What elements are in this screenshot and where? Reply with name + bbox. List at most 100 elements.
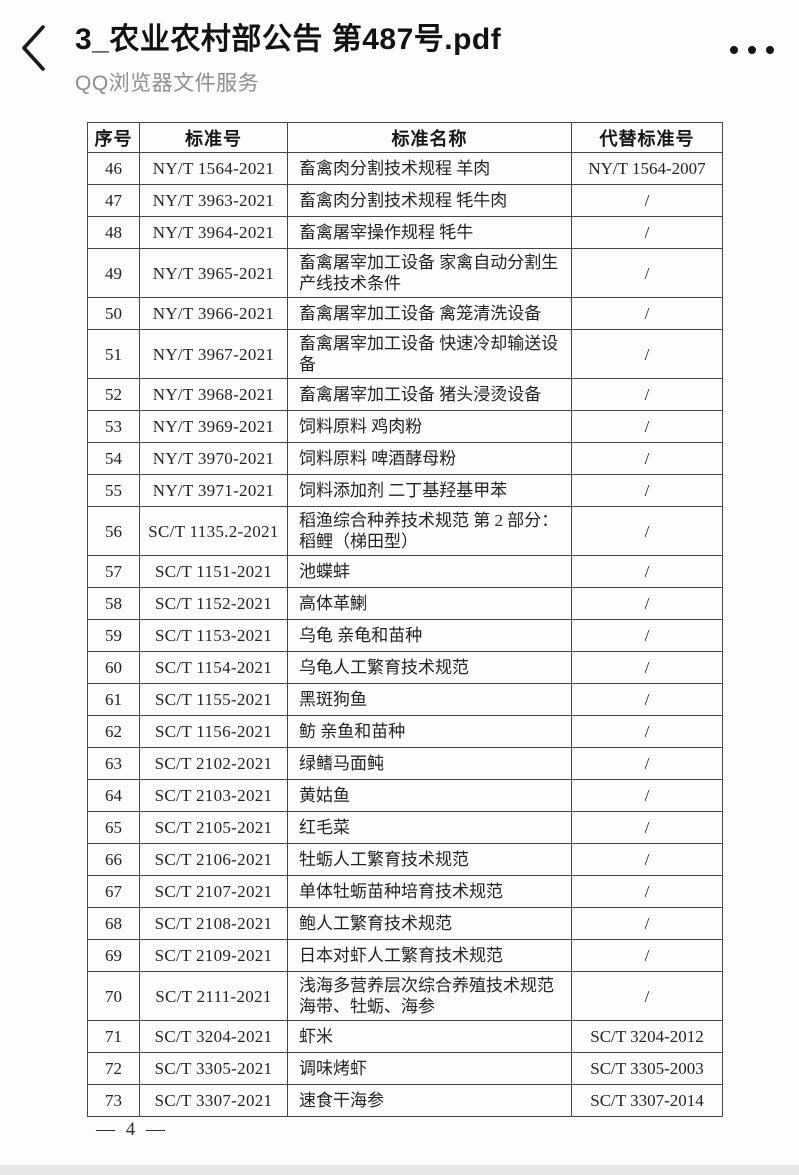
row-number: 66 [87,843,140,876]
row-number: 57 [87,555,140,588]
standard-number: SC/T 3204-2021 [139,1020,288,1053]
ellipsis-dot-icon [748,46,756,54]
standard-number: SC/T 1153-2021 [139,619,288,652]
standard-name: 乌龟 亲龟和苗种 [287,619,572,652]
standard-number: SC/T 2111-2021 [139,971,288,1021]
standard-name: 鲍人工繁育技术规范 [287,907,572,940]
standard-name: 浅海多营养层次综合养殖技术规范 海带、牡蛎、海参 [287,971,572,1021]
table-row: 71 SC/T 3204-2021 虾米 SC/T 3204-2012 [87,1020,723,1053]
standard-name: 畜禽屠宰加工设备 快速冷却输送设备 [287,329,572,379]
standard-name: 畜禽肉分割技术规程 羊肉 [287,152,572,185]
table-row: 52 NY/T 3968-2021 畜禽屠宰加工设备 猪头浸烫设备 / [87,378,723,411]
standard-name: 鲂 亲鱼和苗种 [287,715,572,748]
table-row: 58 SC/T 1152-2021 高体革鯻 / [87,587,723,620]
table-row: 69 SC/T 2109-2021 日本对虾人工繁育技术规范 / [87,939,723,972]
standard-number: SC/T 1155-2021 [139,683,288,716]
row-number: 55 [87,474,140,507]
standard-name: 高体革鯻 [287,587,572,620]
table-row: 67 SC/T 2107-2021 单体牡蛎苗种培育技术规范 / [87,875,723,908]
replaced-standard-number: / [571,779,723,812]
standard-number: SC/T 1156-2021 [139,715,288,748]
standard-name: 池蝶蚌 [287,555,572,588]
replaced-standard-number: / [571,184,723,217]
standard-name: 牡蛎人工繁育技术规范 [287,843,572,876]
table-row: 59 SC/T 1153-2021 乌龟 亲龟和苗种 / [87,619,723,652]
column-header-replaced-standard: 代替标准号 [571,122,723,153]
standard-number: SC/T 1152-2021 [139,587,288,620]
table-row: 68 SC/T 2108-2021 鲍人工繁育技术规范 / [87,907,723,940]
replaced-standard-number: / [571,216,723,249]
standard-number: SC/T 1151-2021 [139,555,288,588]
replaced-standard-number: / [571,555,723,588]
replaced-standard-number: SC/T 3204-2012 [571,1020,723,1053]
row-number: 49 [87,248,140,298]
standard-number: SC/T 2102-2021 [139,747,288,780]
row-number: 48 [87,216,140,249]
standard-name: 畜禽屠宰加工设备 禽笼清洗设备 [287,297,572,330]
replaced-standard-number: NY/T 1564-2007 [571,152,723,185]
row-number: 70 [87,971,140,1021]
row-number: 73 [87,1084,140,1117]
column-header-standard-name: 标准名称 [287,122,572,153]
replaced-standard-number: / [571,939,723,972]
table-row: 65 SC/T 2105-2021 红毛菜 / [87,811,723,844]
column-header-standard-number: 标准号 [139,122,288,153]
standard-name: 速食干海参 [287,1084,572,1117]
more-options-button[interactable] [719,28,785,72]
file-service-subtitle: QQ浏览器文件服务 [75,72,260,95]
row-number: 72 [87,1052,140,1085]
table-row: 62 SC/T 1156-2021 鲂 亲鱼和苗种 / [87,715,723,748]
standards-table: 序号 标准号 标准名称 代替标准号 46 NY/T 1564-2021 畜禽肉分割技… [87,122,723,1117]
standard-name: 绿鳍马面鲀 [287,747,572,780]
row-number: 58 [87,587,140,620]
page-title: 3_农业农村部公告 第487号.pdf [75,23,502,56]
back-button[interactable] [10,20,58,80]
table-row: 72 SC/T 3305-2021 调味烤虾 SC/T 3305-2003 [87,1052,723,1085]
standard-number: SC/T 2109-2021 [139,939,288,972]
replaced-standard-number: / [571,875,723,908]
row-number: 61 [87,683,140,716]
standard-name: 畜禽屠宰操作规程 牦牛 [287,216,572,249]
standard-name: 饲料原料 鸡肉粉 [287,410,572,443]
standard-number: NY/T 3969-2021 [139,410,288,443]
row-number: 69 [87,939,140,972]
replaced-standard-number: / [571,506,723,556]
table-header-row: 序号 标准号 标准名称 代替标准号 [87,122,723,153]
table-row: 57 SC/T 1151-2021 池蝶蚌 / [87,555,723,588]
standard-name: 饲料添加剂 二丁基羟基甲苯 [287,474,572,507]
document-title-block: 3_农业农村部公告 第487号.pdf QQ浏览器文件服务 [75,14,695,97]
table-body: 46 NY/T 1564-2021 畜禽肉分割技术规程 羊肉 NY/T 1564-20… [87,152,723,1117]
standard-number: SC/T 1135.2-2021 [139,506,288,556]
page-number-label: — 4 — [96,1119,168,1140]
standard-number: NY/T 3965-2021 [139,248,288,298]
standard-number: SC/T 3305-2021 [139,1052,288,1085]
row-number: 60 [87,651,140,684]
standard-name: 日本对虾人工繁育技术规范 [287,939,572,972]
replaced-standard-number: / [571,907,723,940]
replaced-standard-number: / [571,715,723,748]
replaced-standard-number: / [571,811,723,844]
row-number: 59 [87,619,140,652]
table-row: 49 NY/T 3965-2021 畜禽屠宰加工设备 家禽自动分割生产线技术条件 / [87,248,723,298]
column-header-index: 序号 [87,122,140,153]
standard-number: NY/T 3964-2021 [139,216,288,249]
standard-name: 单体牡蛎苗种培育技术规范 [287,875,572,908]
ellipsis-dot-icon [766,46,774,54]
table-row: 51 NY/T 3967-2021 畜禽屠宰加工设备 快速冷却输送设备 / [87,329,723,379]
row-number: 64 [87,779,140,812]
replaced-standard-number: / [571,587,723,620]
row-number: 51 [87,329,140,379]
row-number: 56 [87,506,140,556]
standard-number: SC/T 2107-2021 [139,875,288,908]
standard-number: SC/T 2105-2021 [139,811,288,844]
standard-number: SC/T 2108-2021 [139,907,288,940]
row-number: 62 [87,715,140,748]
standard-name: 调味烤虾 [287,1052,572,1085]
row-number: 71 [87,1020,140,1053]
replaced-standard-number: / [571,843,723,876]
replaced-standard-number: SC/T 3307-2014 [571,1084,723,1117]
replaced-standard-number: / [571,329,723,379]
standard-number: NY/T 1564-2021 [139,152,288,185]
table-row: 46 NY/T 1564-2021 畜禽肉分割技术规程 羊肉 NY/T 1564-20… [87,152,723,185]
standard-name: 黄姑鱼 [287,779,572,812]
